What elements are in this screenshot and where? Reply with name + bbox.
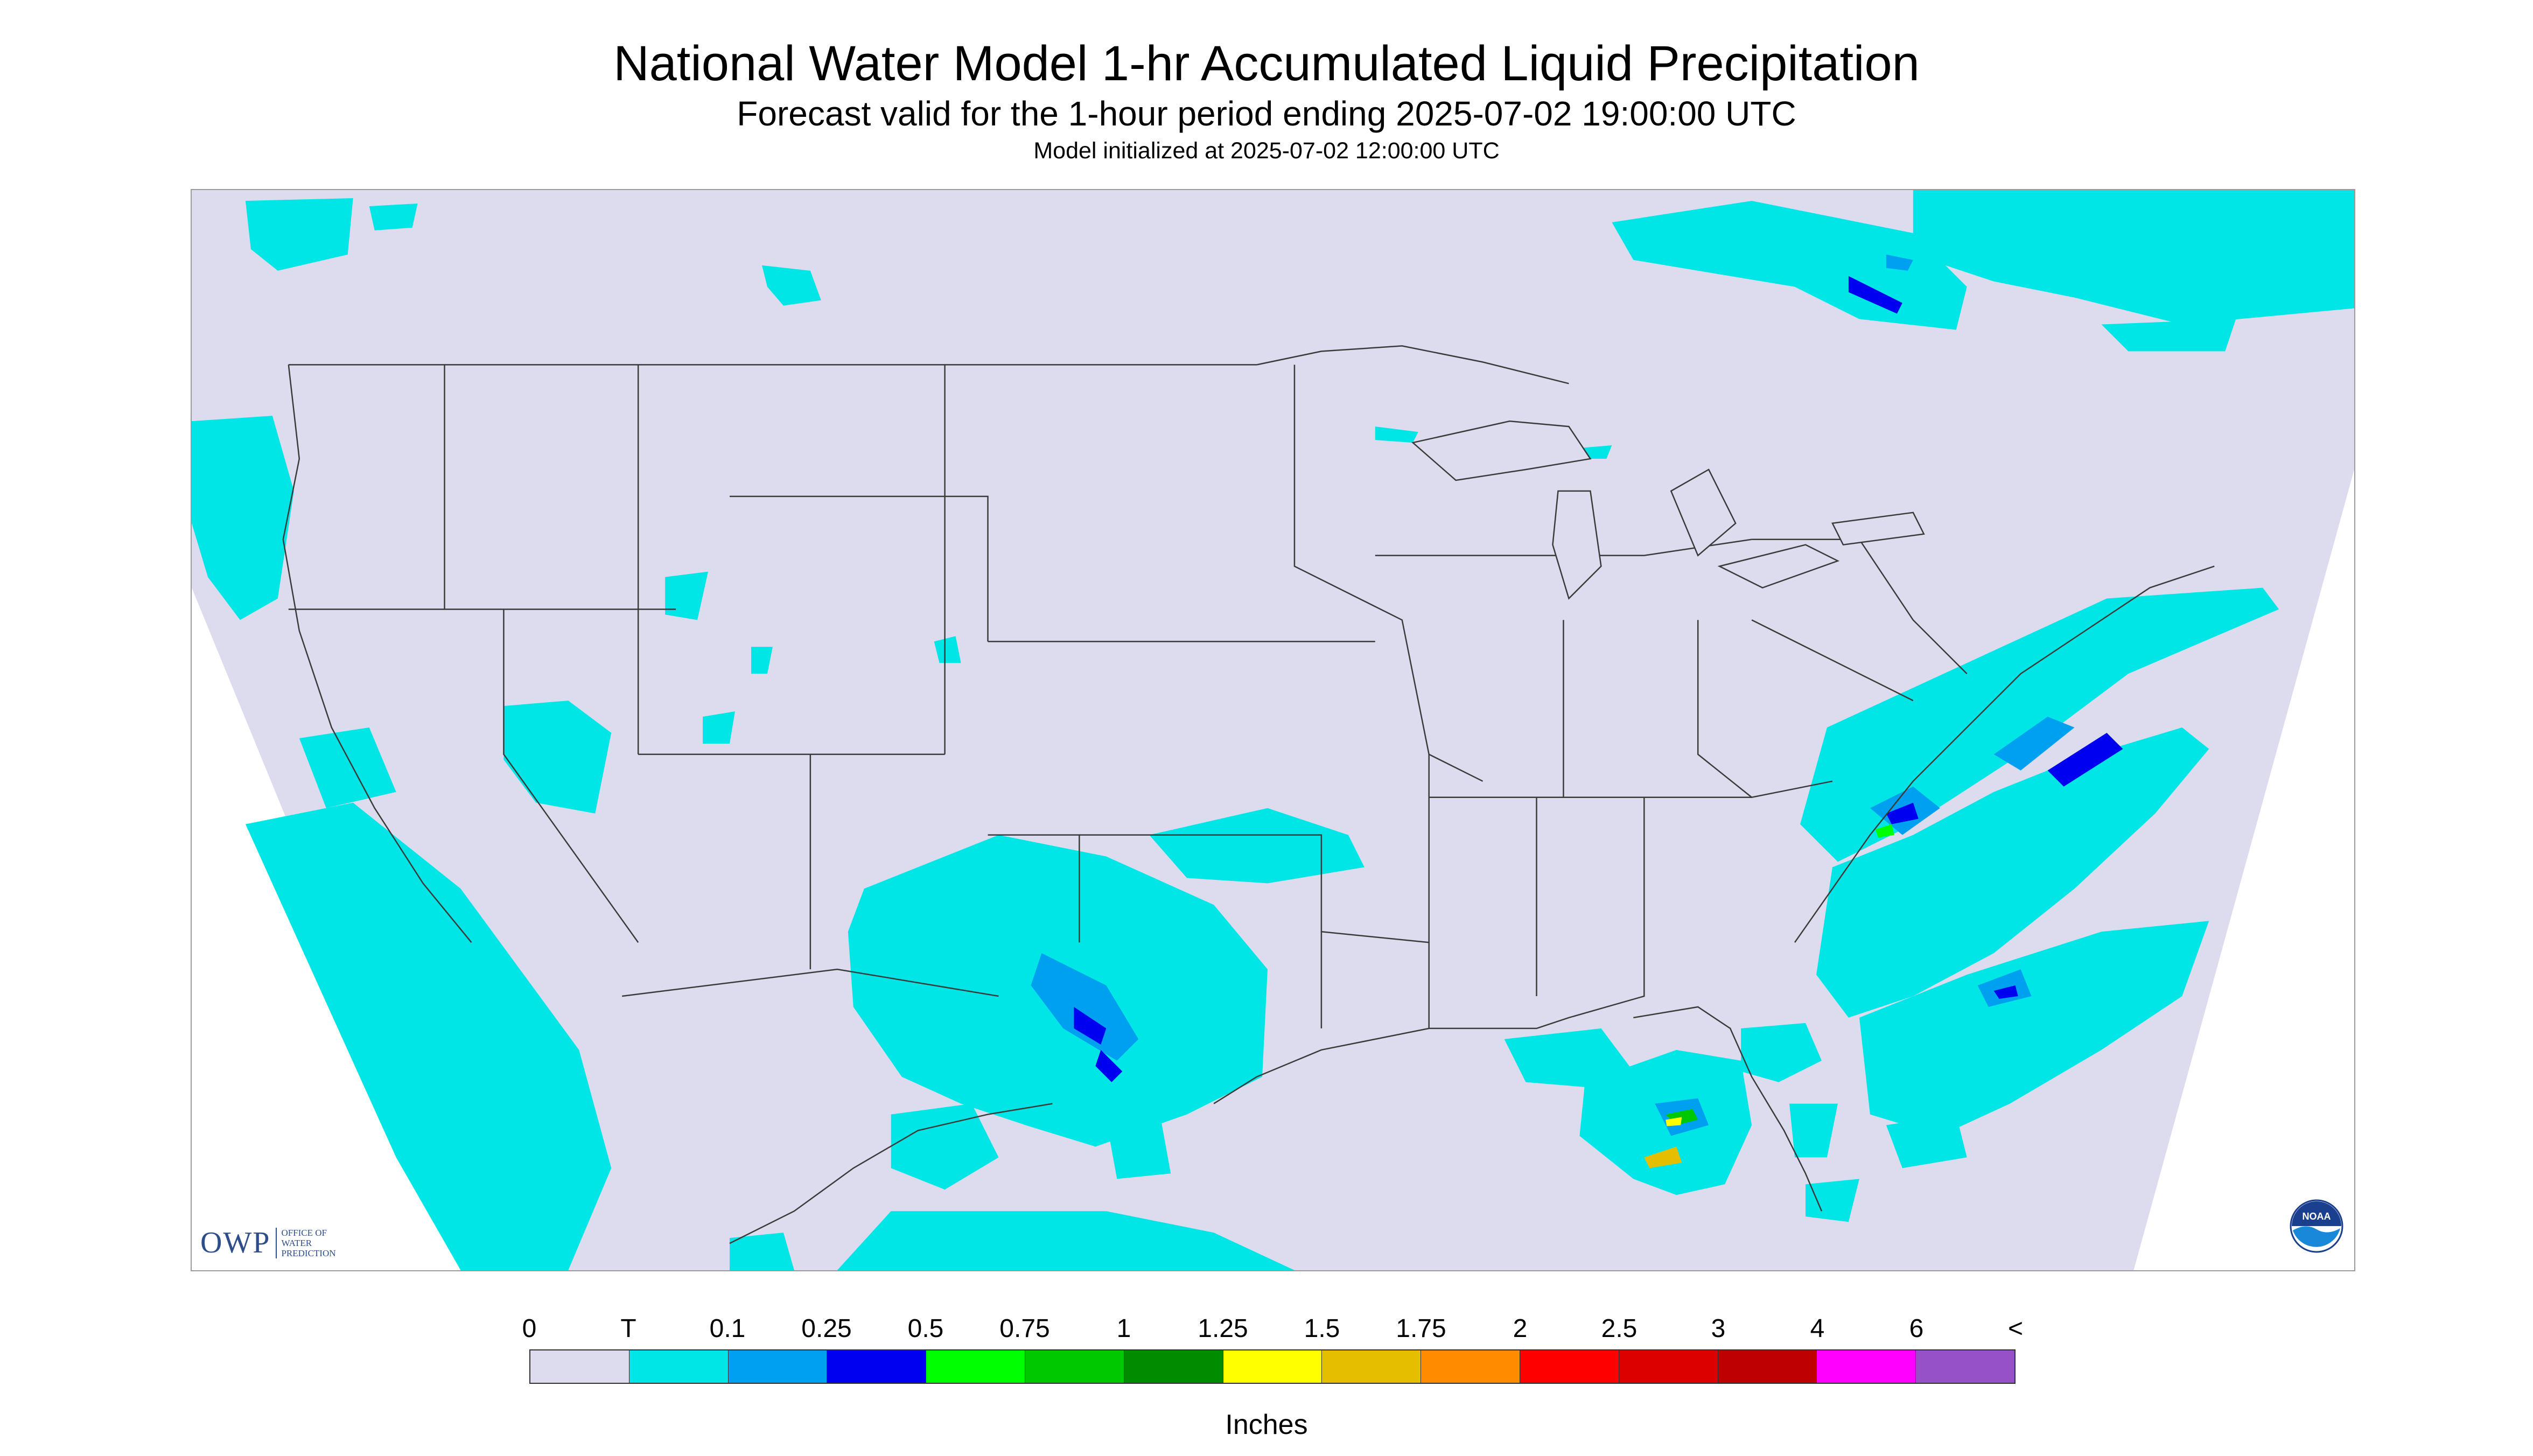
model-domain (192, 190, 2354, 1270)
precip-heavier-areas (1031, 254, 2123, 1168)
legend-tick-label: 2 (1513, 1314, 1528, 1343)
legend-swatch (1223, 1350, 1323, 1383)
legend-tick-label: T (620, 1314, 636, 1343)
model-init-subtitle: Model initialized at 2025-07-02 12:00:00… (1033, 138, 1500, 164)
legend-swatch (926, 1350, 1025, 1383)
legend-swatch (1124, 1350, 1223, 1383)
legend-swatch (1421, 1350, 1520, 1383)
legend-swatch (1322, 1350, 1422, 1383)
legend-color-bar (529, 1349, 2016, 1384)
precip-trace-areas (192, 190, 2354, 1270)
legend-tick-label: 0.5 (907, 1314, 944, 1343)
map-title: National Water Model 1-hr Accumulated Li… (613, 36, 1920, 91)
legend-tick-label: 2.5 (1601, 1314, 1638, 1343)
legend-tick-label: 0.25 (801, 1314, 852, 1343)
forecast-valid-subtitle: Forecast valid for the 1-hour period end… (737, 94, 1796, 133)
great-lakes (1411, 420, 1925, 600)
precip-legend: 0 T 0.1 0.25 0.5 0.75 1 1.25 1.5 1.75 2 2.5 3 4 6 < (522, 1314, 2023, 1384)
legend-units-label: Inches (1225, 1409, 1308, 1440)
legend-tick-label: 1.5 (1304, 1314, 1340, 1343)
legend-swatch (530, 1350, 629, 1383)
legend-swatch (1916, 1350, 2014, 1383)
legend-tick-label: 6 (1909, 1314, 1924, 1343)
legend-swatch (1025, 1350, 1124, 1383)
legend-tick-labels: 0 T 0.1 0.25 0.5 0.75 1 1.25 1.5 1.75 2 2.5 3 4 6 < (522, 1314, 2023, 1346)
political-boundaries (282, 345, 2215, 1244)
map-canvas (192, 190, 2354, 1270)
legend-swatch (1817, 1350, 1916, 1383)
legend-tick-label: 1 (1116, 1314, 1131, 1343)
legend-swatch (728, 1350, 828, 1383)
owp-logo-text: OFFICE OF WATER PREDICTION (276, 1227, 346, 1258)
legend-swatch (1520, 1350, 1619, 1383)
noaa-logo-text: NOAA (2303, 1211, 2331, 1222)
legend-tick-label: 1.75 (1396, 1314, 1446, 1343)
legend-tick-label: < (2007, 1314, 2024, 1343)
legend-tick-label: 1.25 (1198, 1314, 1248, 1343)
precipitation-map: OWP OFFICE OF WATER PREDICTION NOAA (191, 189, 2355, 1271)
owp-logo-mark: OWP (200, 1226, 271, 1259)
legend-tick-label: 0 (522, 1314, 537, 1343)
noaa-logo: NOAA (2290, 1199, 2343, 1253)
owp-logo: OWP OFFICE OF WATER PREDICTION (200, 1224, 346, 1262)
legend-tick-label: 0.1 (709, 1314, 746, 1343)
legend-swatch (1718, 1350, 1817, 1383)
legend-tick-label: 4 (1810, 1314, 1825, 1343)
legend-tick-label: 3 (1711, 1314, 1726, 1343)
legend-swatch (629, 1350, 729, 1383)
legend-swatch (1619, 1350, 1718, 1383)
legend-tick-label: 0.75 (999, 1314, 1050, 1343)
legend-swatch (827, 1350, 927, 1383)
